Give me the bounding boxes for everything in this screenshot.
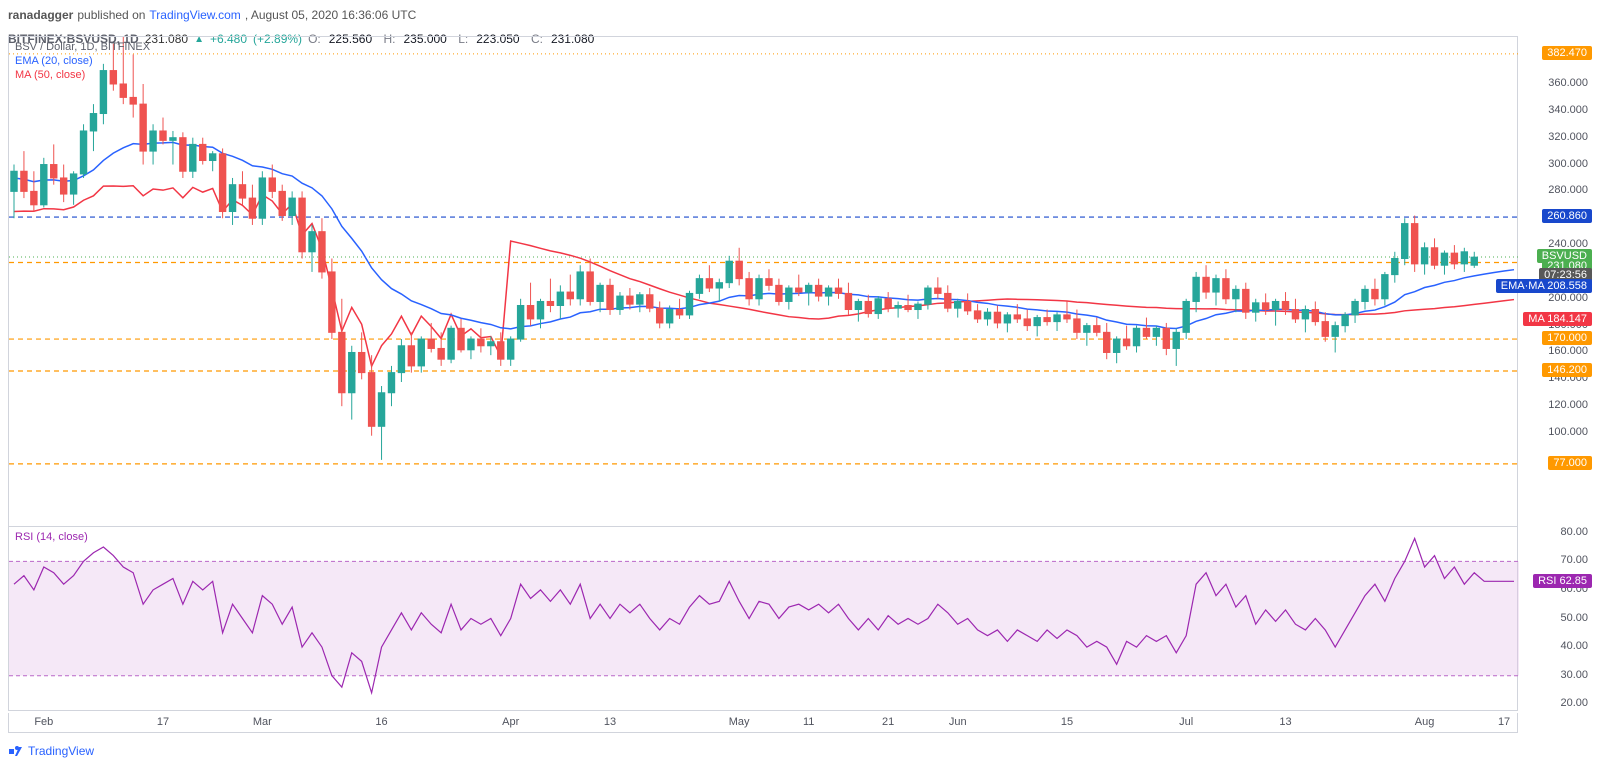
chart-frame[interactable]: BSV / Dollar, 1D, BITFINEX EMA (20, clos… (8, 36, 1518, 711)
time-x-axis[interactable]: Feb17Mar16Apr13May1121Jun15Jul13Aug17 (8, 713, 1518, 733)
price-chart-svg (9, 37, 1519, 527)
pub-date: , August 05, 2020 16:36:06 UTC (245, 8, 416, 22)
brand-text: TradingView (28, 744, 94, 758)
rsi-pane[interactable]: RSI (14, close) (9, 527, 1517, 710)
price-y-axis[interactable]: 77.000100.000120.000140.000160.000180.00… (1520, 36, 1592, 526)
chart-container: ranadagger published on TradingView.com … (0, 0, 1600, 763)
rsi-chart-svg (9, 527, 1519, 710)
publish-header: ranadagger published on TradingView.com … (0, 0, 1600, 30)
rsi-y-axis[interactable]: 20.0030.0040.0050.0060.0070.0080.00RSI 6… (1520, 526, 1592, 711)
author-name: ranadagger (8, 8, 73, 22)
pub-prefix: published on (77, 8, 145, 22)
tradingview-logo-icon (8, 743, 24, 759)
site-link[interactable]: TradingView.com (149, 8, 240, 22)
price-pane[interactable]: BSV / Dollar, 1D, BITFINEX EMA (20, clos… (9, 37, 1517, 527)
branding-footer[interactable]: TradingView (8, 743, 94, 759)
